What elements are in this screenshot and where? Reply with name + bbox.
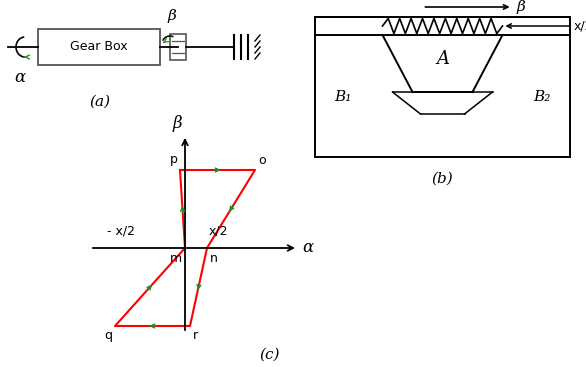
Bar [170,34,186,60]
Text: Gear Box: Gear Box [70,40,128,54]
Text: B₁: B₁ [334,90,352,104]
Text: - x/2: - x/2 [107,225,135,238]
Text: o: o [258,154,265,167]
Text: x/2: x/2 [574,19,586,33]
Text: p: p [170,153,178,166]
Text: (a): (a) [90,95,111,109]
Text: A: A [436,50,449,68]
Text: (c): (c) [260,348,280,362]
Text: α: α [15,69,26,86]
Text: r: r [193,329,198,342]
Text: α: α [302,240,314,257]
Text: (b): (b) [432,172,454,186]
Text: x/2: x/2 [209,225,229,238]
Text: β: β [516,0,526,14]
Text: n: n [210,252,218,265]
Text: m: m [170,252,182,265]
Text: B₂: B₂ [533,90,551,104]
Text: β: β [168,9,176,23]
Text: β: β [172,115,182,132]
Text: q: q [104,329,112,342]
Bar [38,29,160,65]
